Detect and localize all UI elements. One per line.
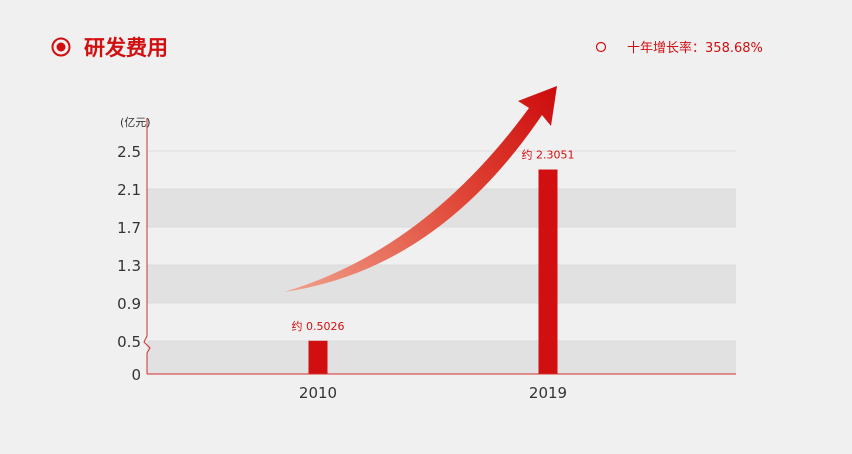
y-axis-unit-label: (亿元) bbox=[120, 116, 151, 129]
y-tick-label: 2.5 bbox=[117, 143, 141, 161]
x-tick-label: 2010 bbox=[299, 384, 337, 402]
title-bullet-icon bbox=[51, 37, 71, 57]
y-tick-label: 1.3 bbox=[117, 257, 141, 275]
y-tick-label: 0.9 bbox=[117, 295, 141, 313]
growth-value: 358.68% bbox=[705, 41, 763, 56]
growth-annotation: 十年增长率：358.68% bbox=[595, 40, 763, 56]
x-tick-label: 2019 bbox=[529, 384, 567, 402]
grid-band bbox=[147, 265, 736, 303]
title-bullet-dot bbox=[56, 42, 66, 52]
bar-2019 bbox=[538, 169, 558, 374]
trend-arrow-icon bbox=[284, 86, 557, 292]
growth-label: 十年增长率：358.68% bbox=[627, 40, 763, 56]
chart-title-group: 研发费用 bbox=[51, 36, 168, 60]
growth-separator: ： bbox=[692, 41, 705, 56]
y-tick-label: 0 bbox=[131, 366, 141, 384]
y-tick-label: 2.1 bbox=[117, 181, 141, 199]
bar-2010 bbox=[308, 340, 328, 374]
growth-bullet-icon bbox=[595, 41, 607, 53]
bar-data-labels: 约 0.5026 约 2.3051 bbox=[292, 149, 575, 333]
chart-title: 研发费用 bbox=[84, 36, 168, 60]
grid-band bbox=[147, 341, 736, 374]
y-axis-ticks: 0 0.5 0.9 1.3 1.7 2.1 2.5 bbox=[117, 143, 141, 384]
grid-bands bbox=[147, 150, 736, 374]
bars bbox=[308, 169, 558, 374]
x-axis-labels: 2010 2019 bbox=[299, 384, 567, 402]
growth-label-text: 十年增长率 bbox=[627, 40, 692, 56]
y-tick-label: 1.7 bbox=[117, 219, 141, 237]
y-axis-line bbox=[143, 118, 151, 374]
bar-data-label: 约 2.3051 bbox=[522, 149, 575, 162]
bar-data-label: 约 0.5026 bbox=[292, 320, 345, 333]
y-tick-label: 0.5 bbox=[117, 333, 141, 351]
